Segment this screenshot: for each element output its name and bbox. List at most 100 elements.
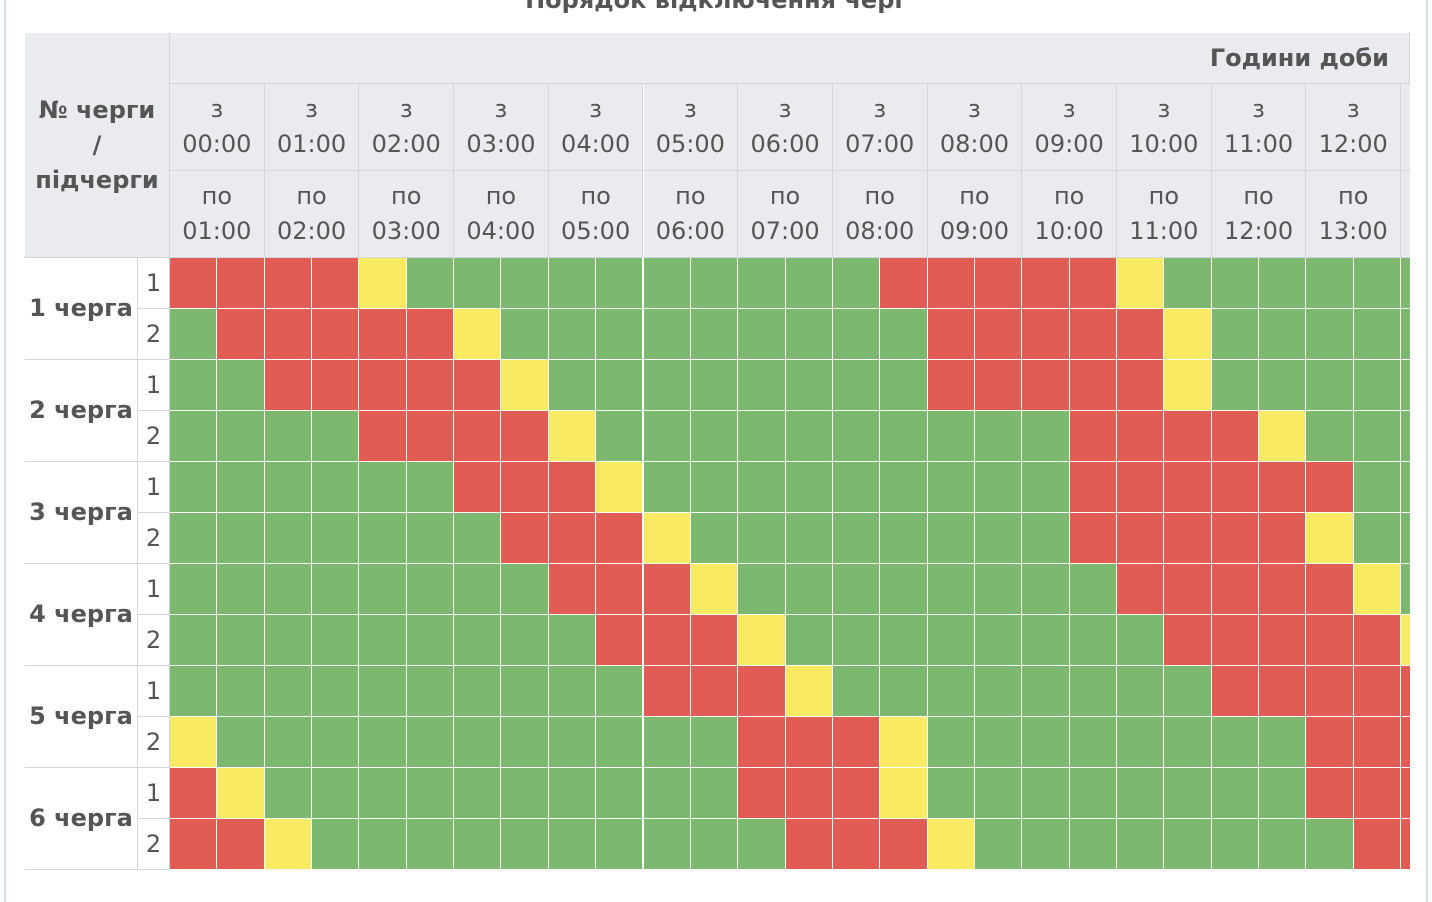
column-from: з 02:00 (359, 84, 455, 171)
schedule-cell (454, 258, 502, 309)
schedule-cell (880, 258, 928, 309)
schedule-cell (1022, 462, 1070, 513)
schedule-cell (643, 615, 691, 666)
schedule-cell (880, 768, 928, 819)
schedule-cell (1069, 360, 1117, 411)
schedule-cell (1117, 309, 1165, 360)
column-to: по 02:00 (264, 171, 360, 258)
schedule-cell (785, 819, 833, 870)
schedule-cell (974, 360, 1023, 411)
schedule-cell (1164, 768, 1212, 819)
schedule-cell (880, 360, 928, 411)
schedule-cell (217, 309, 265, 360)
schedule-cell (359, 309, 407, 360)
schedule-cell (974, 615, 1023, 666)
schedule-cell (501, 819, 549, 870)
schedule-cell (264, 615, 313, 666)
schedule-cell (927, 666, 975, 717)
schedule-cell (785, 309, 833, 360)
schedule-cell (927, 360, 975, 411)
schedule-cell (1164, 462, 1212, 513)
schedule-cell (596, 513, 644, 564)
schedule-cell (1306, 564, 1354, 615)
schedule-cell (880, 615, 928, 666)
schedule-cell (548, 462, 597, 513)
schedule-cell (217, 615, 265, 666)
schedule-cell (596, 411, 644, 462)
schedule-cell (927, 615, 975, 666)
schedule-cell (1353, 768, 1402, 819)
queue-label: 4 черга (25, 564, 138, 666)
schedule-cell (359, 717, 407, 768)
schedule-cell (738, 819, 786, 870)
schedule-cell (501, 258, 549, 309)
schedule-cell (501, 666, 549, 717)
column-to: по 04:00 (454, 171, 549, 258)
schedule-cell (1306, 768, 1354, 819)
schedule-cell (1306, 819, 1354, 870)
schedule-cell (643, 462, 691, 513)
schedule-cell (1353, 309, 1402, 360)
schedule-cell (1259, 564, 1307, 615)
schedule-cell (927, 411, 975, 462)
schedule-cell (454, 615, 502, 666)
schedule-cell (1401, 462, 1410, 513)
schedule-cell (643, 411, 691, 462)
schedule-cell (974, 717, 1023, 768)
schedule-cell (264, 513, 313, 564)
schedule-cell (1259, 717, 1307, 768)
schedule-cell (738, 615, 786, 666)
schedule-cell (1306, 258, 1354, 309)
schedule-cell (359, 513, 407, 564)
schedule-cell (596, 564, 644, 615)
schedule-cell (406, 360, 455, 411)
schedule-cell (785, 768, 833, 819)
schedule-cell (454, 513, 502, 564)
schedule-cell (217, 258, 265, 309)
subqueue-label: 1 (138, 564, 170, 615)
schedule-cell (643, 666, 691, 717)
schedule-cell (1069, 411, 1117, 462)
schedule-cell (974, 666, 1023, 717)
schedule-cell (785, 615, 833, 666)
column-from: з 01:00 (264, 84, 360, 171)
schedule-cell (880, 666, 928, 717)
schedule-cell (1069, 258, 1117, 309)
schedule-cell (1401, 819, 1410, 870)
schedule-cell (501, 462, 549, 513)
schedule-cell (832, 615, 881, 666)
queue-label: 1 черга (25, 258, 138, 360)
schedule-cell (1259, 462, 1307, 513)
column-to: по 10:00 (1022, 171, 1117, 258)
schedule-cell (217, 564, 265, 615)
schedule-cell (690, 309, 739, 360)
schedule-cell (406, 615, 455, 666)
schedule-cell (643, 309, 691, 360)
schedule-cell (738, 513, 786, 564)
schedule-cell (406, 513, 455, 564)
schedule-cell (1022, 258, 1070, 309)
schedule-cell (548, 615, 597, 666)
schedule-cell (548, 360, 597, 411)
schedule-cell (1022, 513, 1070, 564)
schedule-cell (359, 768, 407, 819)
subqueue-label: 2 (138, 819, 170, 870)
schedule-cell (264, 360, 313, 411)
schedule-cell (454, 717, 502, 768)
schedule-cell (690, 411, 739, 462)
schedule-cell (1353, 258, 1402, 309)
column-from: з 04:00 (548, 84, 644, 171)
schedule-cell (927, 768, 975, 819)
subqueue-label: 1 (138, 768, 170, 819)
schedule-cell (1022, 309, 1070, 360)
schedule-cell (217, 768, 265, 819)
column-from: з 10:00 (1117, 84, 1212, 171)
queue-label: 3 черга (25, 462, 138, 564)
schedule-cell (359, 411, 407, 462)
column-to: по 03:00 (359, 171, 455, 258)
schedule-cell (1164, 819, 1212, 870)
schedule-cell (643, 360, 691, 411)
schedule-cell (312, 513, 360, 564)
schedule-cell (1022, 615, 1070, 666)
